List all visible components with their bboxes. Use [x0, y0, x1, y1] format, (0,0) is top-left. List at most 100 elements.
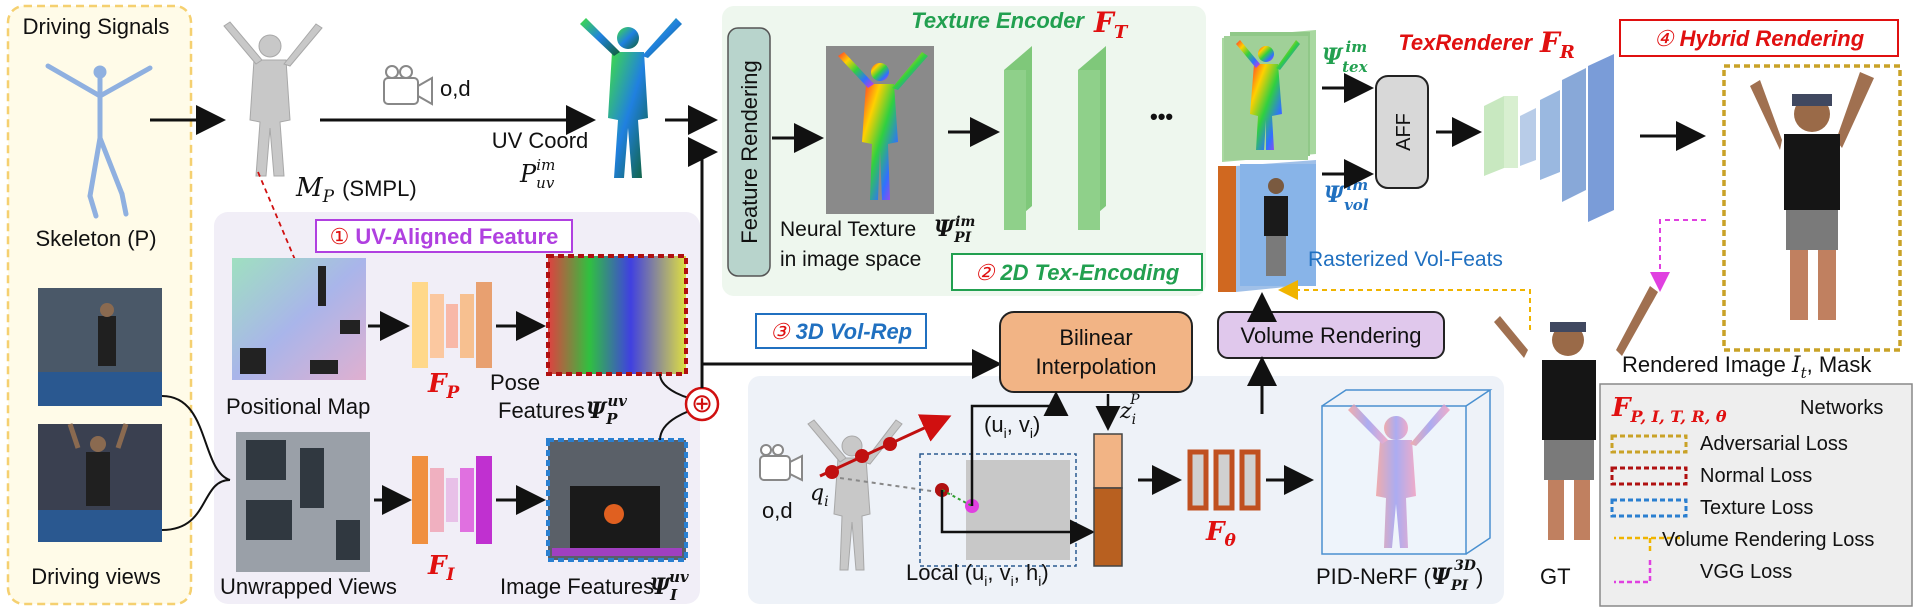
camera-label: o,d — [440, 76, 471, 101]
feature-rendering-label: Feature Rendering — [737, 60, 762, 243]
unwrapped-patches — [246, 440, 360, 560]
aff-label: AFF — [1393, 113, 1415, 151]
query-body — [807, 419, 903, 571]
ftheta-symbol: Fθ — [1205, 517, 1236, 551]
local-to-bilinear-arrow — [970, 391, 1069, 506]
fp-network — [412, 282, 492, 368]
ray-sample-3 — [883, 437, 897, 451]
plus-symbol: ⊕ — [691, 388, 713, 418]
smpl-to-uvmap-dashed — [257, 171, 331, 342]
camera2-icon — [759, 444, 803, 482]
zp-label: ziP — [1119, 392, 1140, 428]
legend-swatch — [1614, 536, 1680, 552]
legend-item-label: Adversarial Loss — [1700, 433, 1848, 455]
texrenderer-label: TexRenderer — [1398, 30, 1533, 55]
query-dotted-line — [839, 477, 953, 495]
volume-rendering-box — [1217, 311, 1445, 359]
bilinear-line2: Interpolation — [1035, 354, 1156, 379]
legend-swatch — [1610, 498, 1688, 518]
bilinear-line1: Bilinear — [1059, 325, 1132, 350]
psi-tex-symbol: Ψtexim — [1322, 38, 1369, 76]
legend-networks-label: Networks — [1800, 397, 1883, 419]
pid-nerf-label: PID-NeRF (ΨPI3D) — [1316, 558, 1483, 594]
neural-texture-line2: in image space — [780, 248, 921, 271]
bilinear-box — [999, 311, 1193, 393]
legend-items: Adversarial Loss Normal Loss Texture Loss V… — [1610, 433, 1874, 584]
driving-views-label: Driving views — [31, 564, 161, 589]
fi-symbol: FI — [427, 551, 455, 585]
fp-symbol: FP — [427, 369, 460, 403]
pid-nerf-body — [1348, 404, 1450, 548]
encoder-layer-2 — [1078, 46, 1106, 230]
stage4-box — [1619, 19, 1899, 57]
encoder-layer-1 — [1004, 46, 1032, 230]
gt-person — [1494, 286, 1658, 540]
legend-swatch — [1610, 434, 1688, 454]
rasterized-label: Rasterized Vol-Feats — [1308, 248, 1503, 271]
tex-feature-figure — [1236, 40, 1300, 150]
uv-i-label: (ui, vi) — [984, 412, 1040, 441]
gt-label: GT — [1540, 564, 1571, 589]
camera-ray — [819, 414, 952, 478]
smpl-label: MP (SMPL) — [295, 173, 417, 207]
aff-box — [1375, 75, 1429, 189]
legend-networks-symbol: FP, I, T, R, θ — [1611, 393, 1727, 426]
z-feature-top — [1093, 433, 1123, 489]
stage2-box — [951, 253, 1203, 291]
stage4-label: ④ Hybrid Rendering — [1654, 26, 1865, 51]
stage3-label: ③ 3D Vol-Rep — [770, 319, 912, 344]
driving-view-photo-2 — [38, 423, 162, 542]
legend-item-label: Normal Loss — [1700, 465, 1812, 487]
neural-texture-line1: Neural Texture — [780, 218, 916, 241]
uv-coord-symbol: Puvim — [519, 156, 555, 192]
image-features-label: Image Features — [500, 574, 654, 599]
driving-signals-label: Driving Signals — [23, 14, 170, 39]
encoder-ellipsis: ••• — [1150, 104, 1173, 129]
legend-item-label: VGG Loss — [1700, 561, 1792, 583]
z-feature-bottom — [1093, 487, 1123, 567]
legend-swatch — [1610, 466, 1688, 486]
local-patch-frame — [919, 453, 1077, 567]
stage3-box — [755, 313, 927, 349]
stage2-label: ② 2D Tex-Encoding — [975, 260, 1180, 285]
ftheta-network — [1187, 449, 1261, 511]
vol-feature-person — [1264, 178, 1288, 276]
local-label: Local (ui, vi, hi) — [906, 560, 1049, 589]
local-patch — [966, 460, 1070, 560]
ray-sample-1 — [825, 465, 839, 479]
positional-map-shapes — [240, 266, 360, 374]
vol-loss-arrow — [1278, 280, 1531, 330]
legend-box — [1599, 383, 1913, 607]
positional-map-label: Positional Map — [226, 394, 370, 419]
views-to-unwrap-arrow — [161, 395, 231, 531]
legend-item-label: Volume Rendering Loss — [1662, 529, 1874, 551]
texture-encoder-symbol: FT — [1093, 6, 1129, 43]
psi-vol-symbol: Ψvolim — [1324, 176, 1369, 214]
qi-label: qi — [810, 481, 829, 510]
image-features-symbol: ΨIuv — [650, 568, 689, 604]
pose-features-line1: Pose — [490, 370, 540, 395]
skeleton-label: Skeleton (P) — [35, 226, 156, 251]
camera2-label: o,d — [762, 498, 793, 523]
camera-icon — [383, 65, 433, 106]
texrenderer-symbol: FR — [1539, 26, 1575, 63]
texrenderer-layers — [1484, 54, 1614, 222]
plus-to-feature-arrow — [688, 137, 718, 388]
stage1-box — [315, 219, 573, 253]
ray-sample-2 — [855, 449, 869, 463]
pose-features-image — [546, 254, 688, 376]
legend-item-label: Texture Loss — [1700, 497, 1813, 519]
unwrapped-views-label: Unwrapped Views — [220, 574, 397, 599]
pose-features-symbol: ΨPuv — [586, 392, 627, 428]
local-to-z-arrow — [940, 490, 1095, 545]
skeleton-figure — [45, 63, 153, 219]
pose-features-line2: Features — [498, 398, 585, 423]
rendered-label: Rendered Image It, Mask — [1622, 352, 1872, 382]
driving-view-photo-1 — [38, 288, 162, 406]
vgg-arrow — [1650, 219, 1706, 292]
smpl-body — [223, 21, 323, 177]
texture-encoder-label: Texture Encoder — [911, 8, 1085, 33]
neural-texture-symbol: ΨPIim — [934, 214, 975, 246]
fi-network — [412, 456, 492, 544]
